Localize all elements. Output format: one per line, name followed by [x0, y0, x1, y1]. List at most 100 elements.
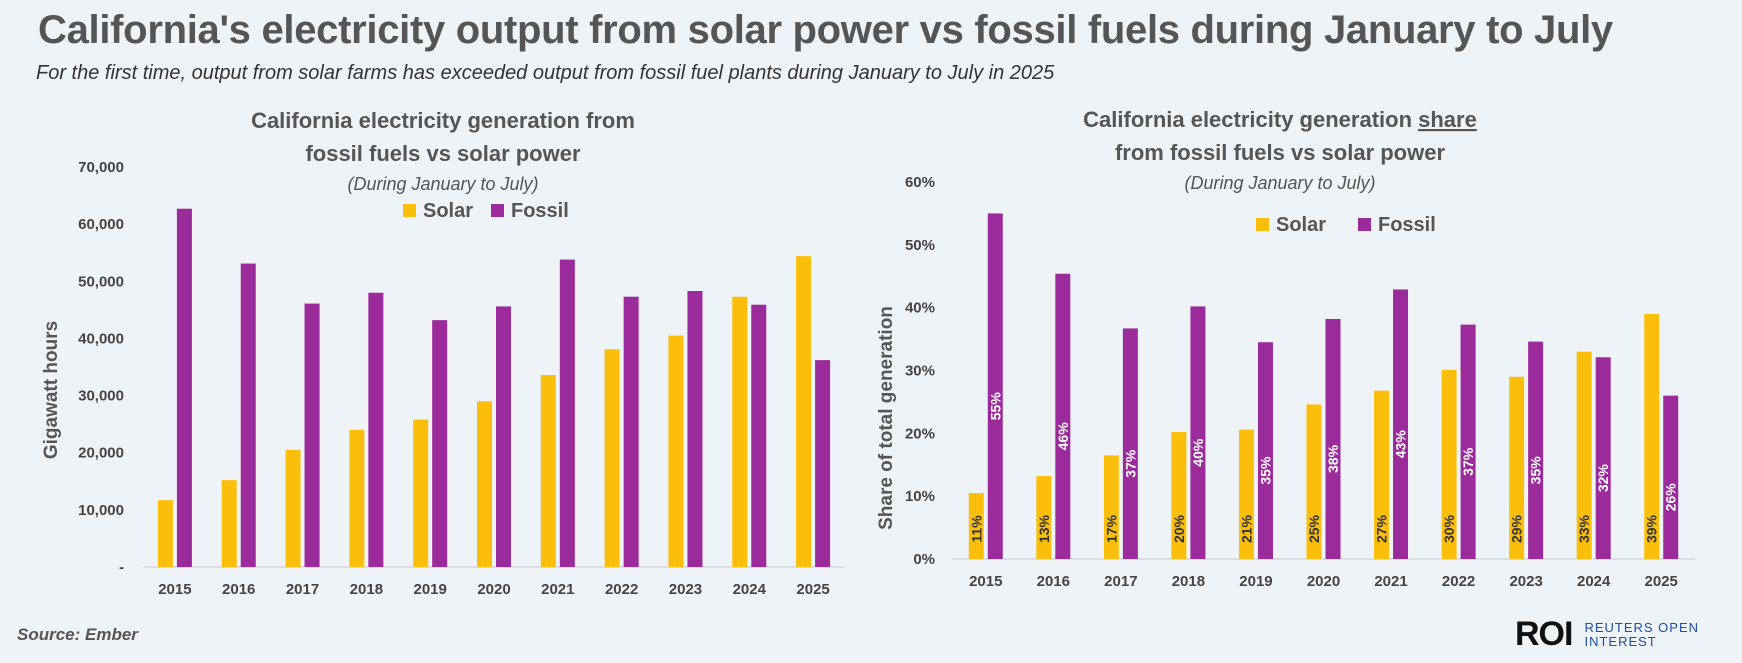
data-label-fossil: 35% — [1257, 456, 1273, 485]
bar-fossil — [1257, 342, 1273, 559]
y-tick-label: 50% — [905, 237, 935, 254]
x-tick-label: 2015 — [969, 573, 1002, 590]
legend-swatch-solar — [1256, 218, 1269, 231]
legend-label-fossil: Fossil — [511, 200, 569, 222]
bar-solar — [1036, 476, 1052, 559]
x-tick-label: 2023 — [1509, 573, 1542, 590]
y-tick-label: - — [119, 559, 124, 576]
chart1-plot: - 10,000 20,000 30,000 40,000 50,000 60,000 70,… — [78, 159, 845, 598]
bar-fossil — [496, 306, 511, 567]
data-label-solar: 39% — [1644, 514, 1660, 543]
y-tick-label: 60,000 — [78, 216, 124, 233]
x-tick-label: 2019 — [413, 581, 446, 598]
data-label-fossil: 35% — [1528, 456, 1544, 485]
bar-solar — [221, 480, 237, 567]
bar-fossil — [176, 208, 192, 567]
bar-solar — [157, 500, 173, 567]
bar-solar — [477, 401, 492, 567]
bar-fossil — [1055, 273, 1071, 559]
roi-logo-line1: REUTERS OPEN — [1584, 619, 1700, 635]
data-label-fossil: 55% — [987, 392, 1003, 421]
legend-swatch-solar — [403, 204, 416, 217]
legend-swatch-fossil — [491, 204, 504, 217]
x-tick-label: 2019 — [1239, 573, 1272, 590]
bar-solar — [968, 493, 984, 559]
bar-fossil — [1663, 395, 1679, 559]
x-tick-label: 2017 — [286, 581, 319, 598]
x-tick-label: 2016 — [1037, 573, 1070, 590]
x-tick-label: 2021 — [1374, 573, 1407, 590]
chart2-title-line1-pre: California electricity generation — [1083, 107, 1418, 132]
bar-fossil — [432, 320, 448, 567]
x-tick-label: 2021 — [541, 581, 574, 598]
x-tick-label: 2022 — [1442, 573, 1475, 590]
bar-solar — [1374, 390, 1390, 559]
bar-fossil — [559, 259, 575, 567]
bar-fossil — [987, 213, 1003, 559]
legend-swatch-fossil — [1358, 218, 1371, 231]
chart1-title-line2: fossil fuels vs solar power — [305, 141, 581, 166]
y-tick-label: 30% — [905, 363, 935, 380]
legend-label-solar: Solar — [1276, 214, 1326, 236]
data-label-fossil: 43% — [1393, 430, 1409, 459]
bar-solar — [796, 256, 812, 567]
data-label-solar: 17% — [1103, 514, 1119, 543]
x-tick-label: 2024 — [1577, 573, 1611, 590]
y-tick-label: 40,000 — [78, 330, 124, 347]
data-label-solar: 27% — [1374, 514, 1390, 543]
bar-fossil — [304, 303, 320, 567]
bar-solar — [604, 349, 620, 567]
chart2-y-axis-label: Share of total generation — [876, 306, 897, 530]
y-tick-label: 30,000 — [78, 388, 124, 405]
bar-fossil — [1122, 328, 1138, 559]
y-tick-label: 20% — [905, 425, 935, 442]
data-label-solar: 29% — [1509, 514, 1525, 543]
roi-logo: ROI REUTERS OPEN INTEREST — [1515, 615, 1699, 654]
main-title: California's electricity output from sol… — [38, 8, 1613, 52]
data-label-fossil: 40% — [1190, 438, 1206, 467]
bar-solar — [1306, 404, 1322, 559]
data-label-fossil: 46% — [1055, 422, 1071, 451]
chart2-subtitle: (During January to July) — [1184, 173, 1375, 193]
bar-fossil — [1528, 341, 1544, 559]
bar-solar — [285, 449, 301, 567]
x-tick-label: 2015 — [158, 581, 191, 598]
x-tick-label: 2024 — [733, 581, 767, 598]
y-tick-label: 10% — [905, 488, 935, 505]
x-tick-label: 2025 — [1645, 573, 1678, 590]
x-tick-label: 2017 — [1104, 573, 1137, 590]
bar-solar — [1509, 376, 1525, 559]
chart1-subtitle: (During January to July) — [347, 174, 538, 194]
legend-label-solar: Solar — [423, 200, 473, 222]
y-tick-label: 10,000 — [78, 502, 124, 519]
legend-label-fossil: Fossil — [1378, 214, 1436, 236]
bar-solar — [668, 335, 684, 567]
y-tick-label: 0% — [913, 551, 935, 568]
bar-fossil — [240, 263, 256, 567]
bar-fossil — [687, 291, 703, 567]
bar-solar — [1576, 351, 1592, 559]
data-label-fossil: 38% — [1325, 444, 1341, 473]
x-tick-label: 2018 — [1172, 573, 1205, 590]
source-note: Source: Ember — [17, 625, 138, 644]
y-tick-label: 20,000 — [78, 445, 124, 462]
data-label-solar: 30% — [1441, 514, 1457, 543]
data-label-fossil: 37% — [1460, 447, 1476, 476]
roi-logo-line2: INTEREST — [1584, 633, 1657, 649]
data-label-solar: 20% — [1171, 514, 1187, 543]
bar-solar — [732, 296, 748, 567]
x-tick-label: 2020 — [1307, 573, 1340, 590]
x-tick-label: 2020 — [477, 581, 510, 598]
x-tick-label: 2025 — [796, 581, 829, 598]
chart2-title-line2: from fossil fuels vs solar power — [1115, 140, 1446, 165]
bar-solar — [1171, 432, 1187, 559]
data-label-solar: 21% — [1238, 514, 1254, 543]
bar-solar — [540, 375, 556, 567]
main-subtitle: For the first time, output from solar fa… — [36, 62, 1055, 84]
bar-solar — [1238, 429, 1254, 559]
data-label-solar: 11% — [968, 515, 984, 543]
x-tick-label: 2018 — [350, 581, 383, 598]
bar-fossil — [623, 296, 639, 567]
bar-fossil — [1393, 289, 1409, 559]
